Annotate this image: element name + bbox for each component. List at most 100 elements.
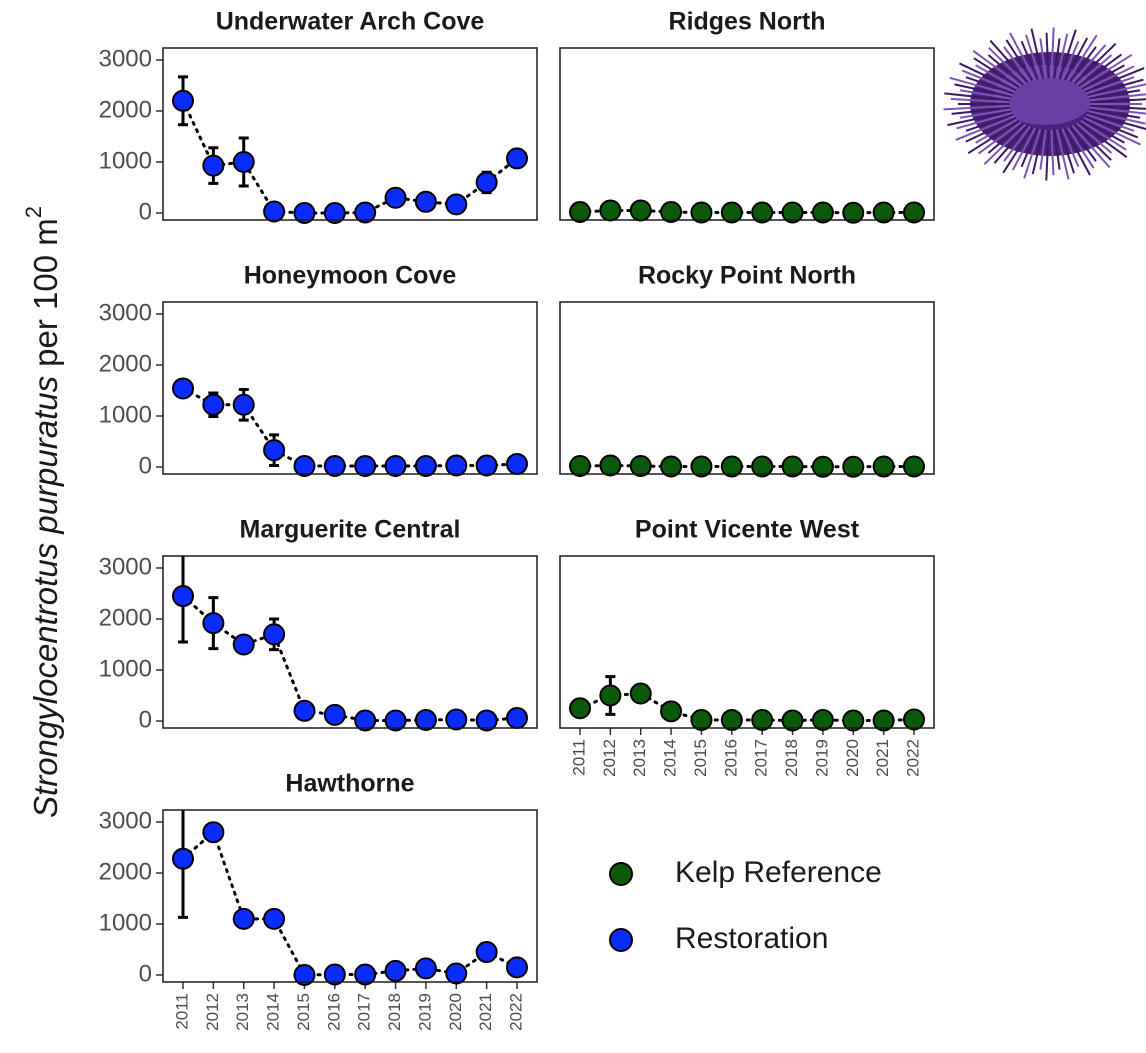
- x-tick-label: 2020: [446, 993, 465, 1031]
- y-tick-label: 1000: [99, 401, 152, 428]
- y-tick-label: 1000: [99, 909, 152, 936]
- panel-frame: [559, 301, 935, 475]
- point: [384, 709, 407, 732]
- x-tick-label: 2013: [630, 739, 649, 777]
- urchin-spike: [1058, 128, 1075, 174]
- panel-frame: [162, 809, 538, 983]
- point: [384, 186, 407, 209]
- urchin-spike: [1061, 128, 1080, 168]
- urchin-spike: [1086, 113, 1135, 132]
- point: [903, 455, 925, 478]
- urchin-spike: [1080, 53, 1133, 89]
- urchin-spike: [1083, 65, 1135, 92]
- urchin-spike: [1003, 125, 1031, 162]
- x-tick-label: 2014: [661, 739, 680, 777]
- x-tick-label: 2019: [415, 993, 434, 1031]
- y-tick-label: 2000: [99, 96, 152, 123]
- point: [323, 703, 346, 726]
- x-tick-label: 2015: [294, 993, 313, 1031]
- point: [354, 454, 377, 477]
- x-tick-label: 2011: [569, 739, 588, 776]
- urchin-spike: [1003, 46, 1031, 83]
- point: [354, 201, 377, 224]
- point: [903, 201, 925, 224]
- urchin-spike: [1064, 127, 1091, 176]
- urchin-spike: [947, 110, 1012, 127]
- point: [293, 699, 316, 722]
- x-tick-label: 2021: [476, 993, 495, 1031]
- x-tick-label: 2021: [873, 739, 892, 777]
- panel-title: Hawthorne: [285, 770, 414, 798]
- point: [445, 193, 468, 216]
- urchin-spike: [1088, 89, 1141, 100]
- urchin-spike: [1039, 38, 1047, 79]
- point: [751, 201, 774, 224]
- point: [720, 708, 743, 731]
- point: [506, 956, 528, 979]
- urchin-spike: [965, 113, 1014, 132]
- urchin-spike: [1030, 28, 1045, 79]
- point: [811, 455, 834, 478]
- urchin-spike: [983, 123, 1027, 166]
- urchin-spike: [1066, 34, 1098, 82]
- point: [232, 393, 255, 416]
- y-tick-label: 3000: [99, 45, 152, 72]
- urchin-spike: [961, 69, 1016, 93]
- point: [720, 201, 743, 224]
- legend-marker: [609, 928, 633, 952]
- urchin-spike: [1061, 40, 1080, 80]
- point: [293, 202, 316, 225]
- point: [781, 455, 804, 478]
- x-tick-label: 2018: [385, 993, 404, 1031]
- urchin-spike: [965, 76, 1014, 95]
- panel-frame: [162, 301, 538, 475]
- x-tick-label: 2016: [324, 993, 343, 1031]
- urchin-spike: [1078, 121, 1128, 158]
- urchin-spike: [1050, 129, 1055, 176]
- point: [232, 633, 255, 656]
- x-tick-label: 2020: [843, 739, 862, 777]
- urchin-spike: [955, 115, 1016, 141]
- point: [445, 708, 468, 731]
- urchin-spike: [1081, 64, 1125, 90]
- urchin-spike: [988, 47, 1027, 85]
- y-tick-label: 1000: [99, 147, 152, 174]
- urchin-spike: [1045, 32, 1050, 79]
- point: [569, 200, 591, 223]
- point: [751, 708, 774, 731]
- urchin-spike: [1055, 33, 1069, 79]
- y-tick-label: 3000: [99, 299, 152, 326]
- urchin-spike: [1088, 110, 1146, 125]
- urchin-spike: [1089, 98, 1146, 104]
- x-tick-label: 2018: [782, 739, 801, 777]
- panel-frame: [162, 47, 538, 221]
- urchin-spike: [1088, 83, 1146, 98]
- panel-title: Honeymoon Cove: [244, 262, 457, 290]
- urchin-spike: [1020, 40, 1039, 80]
- point: [172, 585, 194, 608]
- urchin-spike: [1088, 108, 1141, 119]
- urchin-spike: [1071, 44, 1107, 84]
- panel-title: Rocky Point North: [638, 262, 856, 290]
- point: [842, 455, 865, 478]
- urchin-spike: [1084, 115, 1139, 139]
- urchin-spike: [1023, 128, 1042, 179]
- urchin-spike: [1045, 129, 1050, 181]
- urchin-spike: [972, 50, 1022, 87]
- point: [781, 709, 804, 732]
- point: [720, 455, 743, 478]
- point: [690, 455, 713, 478]
- point: [263, 439, 286, 462]
- point: [629, 682, 652, 705]
- urchin-spike: [989, 39, 1029, 84]
- point: [842, 709, 865, 732]
- point: [384, 959, 407, 982]
- y-tick-label: 2000: [99, 350, 152, 377]
- y-tick-label: 0: [139, 960, 152, 987]
- point: [445, 962, 468, 985]
- series-line: [181, 99, 519, 215]
- x-tick-label: 2022: [506, 993, 525, 1031]
- urchin-spike: [1081, 118, 1125, 144]
- y-label-italic: Strongylocentrotus purpuratus: [27, 376, 64, 818]
- point: [323, 202, 346, 225]
